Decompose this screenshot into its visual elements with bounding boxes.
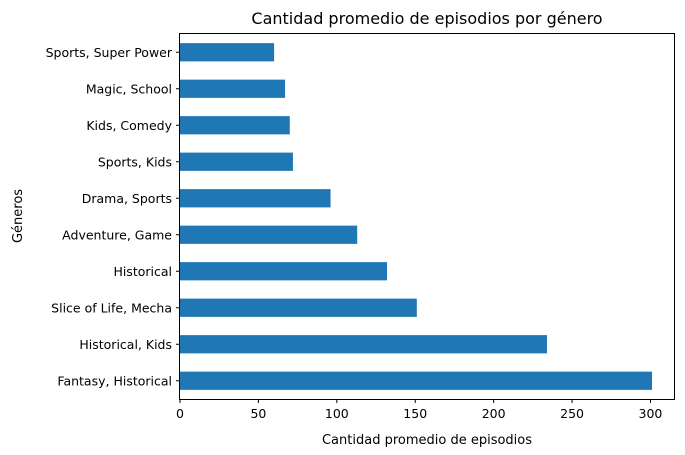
bar-historical — [180, 262, 388, 281]
bar-adventure-game — [180, 225, 358, 244]
x-tick-label: 200 — [482, 406, 506, 421]
bar-historical-kids — [180, 335, 547, 354]
y-tick-label: Historical — [113, 264, 172, 279]
x-axis-label: Cantidad promedio de episodios — [322, 433, 532, 448]
y-tick-label: Adventure, Game — [62, 227, 172, 242]
y-tick-label: Sports, Kids — [98, 154, 172, 169]
y-axis-label: Géneros — [11, 189, 26, 243]
y-tick-label: Drama, Sports — [82, 191, 172, 206]
x-ticks: 0 50 100 150 200 250 300 — [176, 399, 662, 421]
bars-group — [180, 43, 653, 390]
bar-sports-super-power — [180, 43, 275, 62]
x-tick-label: 50 — [250, 406, 266, 421]
bar-sports-kids — [180, 152, 293, 171]
x-tick-label: 100 — [325, 406, 349, 421]
y-tick-label: Slice of Life, Mecha — [51, 300, 172, 315]
y-tick-label: Fantasy, Historical — [57, 373, 172, 388]
bar-magic-school — [180, 79, 286, 98]
bar-kids-comedy — [180, 116, 290, 135]
x-tick-label: 0 — [176, 406, 184, 421]
y-tick-label: Magic, School — [86, 81, 172, 96]
plot-frame — [179, 33, 675, 400]
chart-title: Cantidad promedio de episodios por géner… — [251, 9, 602, 28]
y-tick-labels: Sports, Super Power Magic, School Kids, Co… — [46, 45, 180, 388]
y-tick-label: Sports, Super Power — [46, 45, 173, 60]
y-tick-label: Historical, Kids — [79, 337, 172, 352]
y-tick-label: Kids, Comedy — [86, 118, 172, 133]
bar-slice-of-life-mecha — [180, 298, 417, 317]
bar-drama-sports — [180, 189, 331, 208]
x-tick-label: 300 — [639, 406, 663, 421]
bar-fantasy-historical — [180, 371, 653, 390]
x-tick-label: 250 — [560, 406, 584, 421]
x-tick-label: 150 — [403, 406, 427, 421]
